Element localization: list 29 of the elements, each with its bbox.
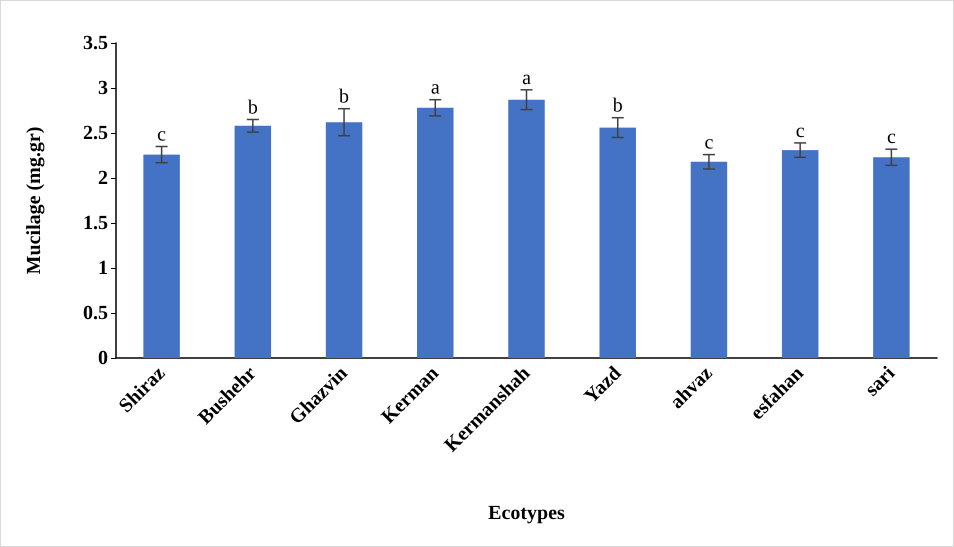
annotation: b (248, 96, 258, 118)
annotation: c (157, 124, 166, 146)
y-tick-label: 2.5 (83, 122, 108, 144)
bar (326, 122, 362, 358)
annotation: a (522, 66, 532, 89)
y-axis-title: Mucilage (mg.gr) (23, 126, 45, 274)
annotation: a (430, 76, 440, 99)
y-tick-label: 3 (98, 77, 108, 99)
bar (508, 100, 545, 358)
bar (234, 126, 272, 358)
bar (143, 154, 180, 358)
x-tick-label: sari (860, 362, 900, 401)
y-tick-label: 1 (98, 257, 108, 279)
annotation: c (796, 120, 805, 142)
annotation: b (612, 94, 623, 117)
bar (417, 108, 454, 358)
annotation: b (339, 86, 350, 108)
annotation: c (886, 126, 896, 148)
bar (690, 162, 728, 358)
y-tick-label: 3.5 (83, 32, 108, 54)
bar (599, 128, 636, 358)
y-tick-label: 1.5 (83, 212, 108, 234)
bar (873, 157, 910, 358)
y-tick-label: 2 (98, 167, 108, 189)
y-tick-label: 0.5 (83, 302, 108, 324)
annotation: c (704, 132, 714, 154)
y-tick-label: 0 (98, 347, 108, 369)
bar (782, 150, 818, 358)
x-axis-title: Ecotypes (488, 502, 566, 524)
